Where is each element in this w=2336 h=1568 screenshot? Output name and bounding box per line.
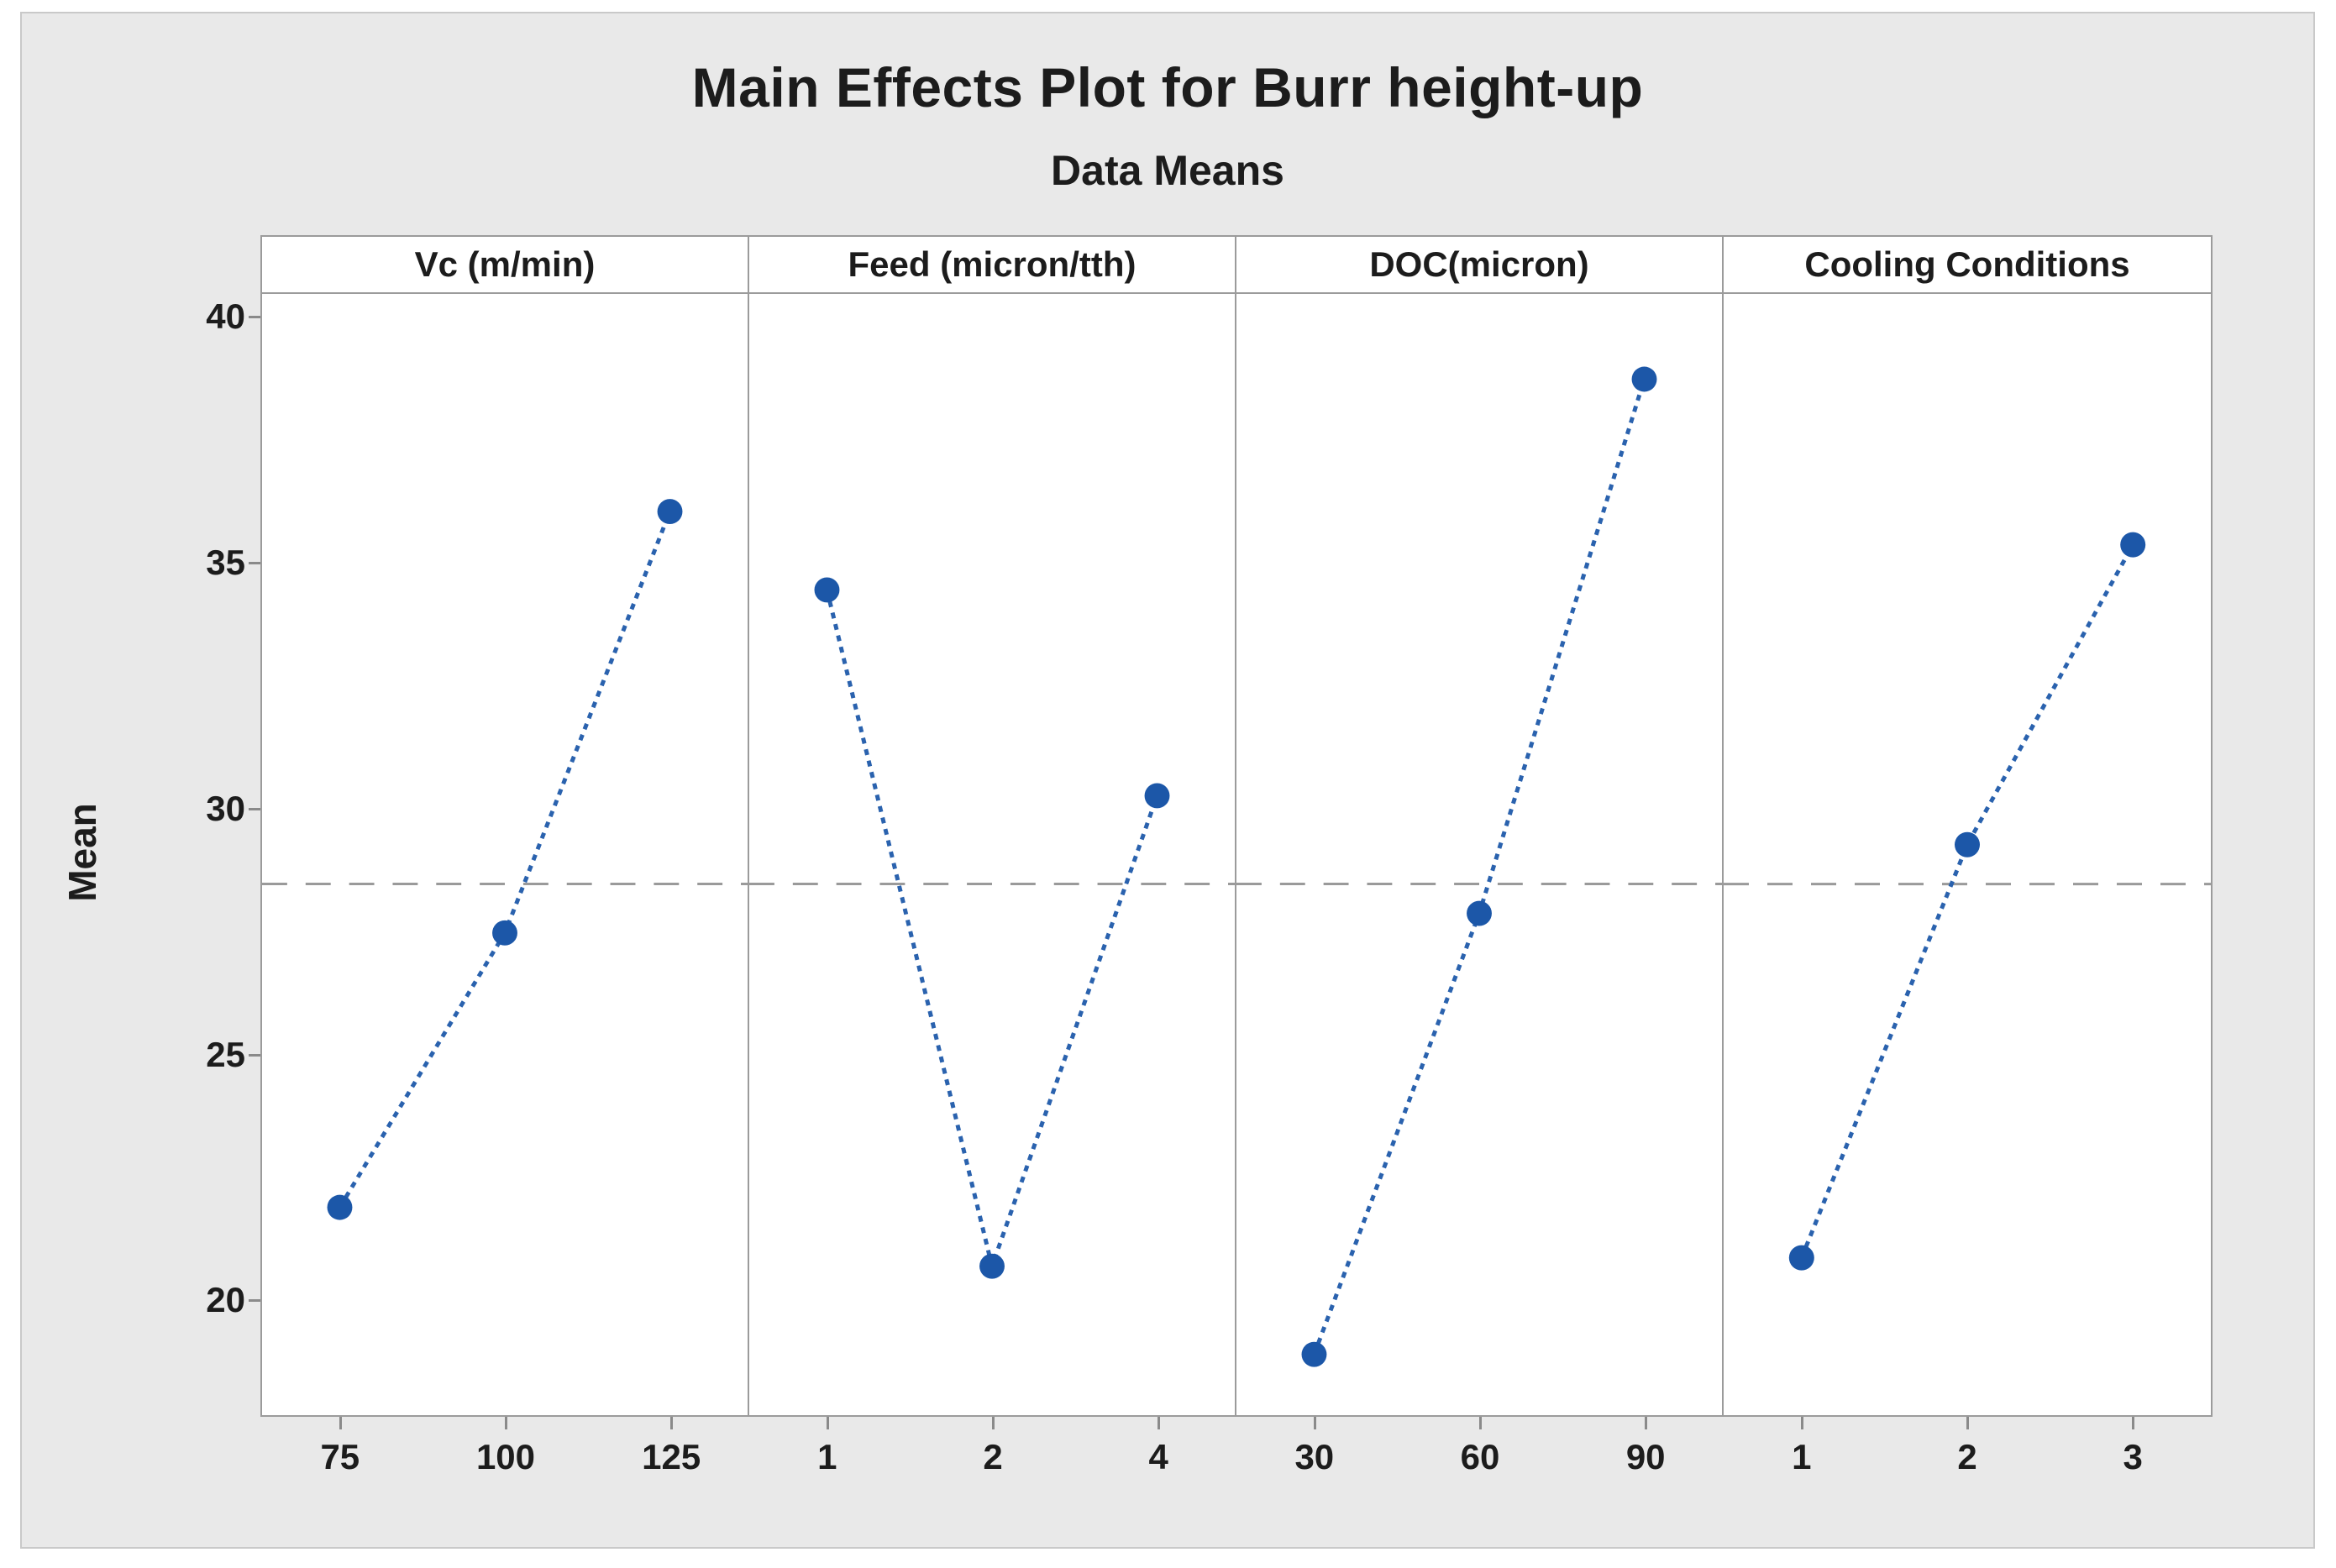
factor-panel: Feed (micron/tth) 1 2 4 xyxy=(749,237,1236,1476)
data-point-marker xyxy=(657,499,683,524)
factor-panel: Cooling Conditions 1 2 3 xyxy=(1724,237,2211,1476)
data-point-marker xyxy=(2120,532,2146,558)
panel-plot-area xyxy=(1236,294,1722,1415)
data-point-marker xyxy=(814,577,840,603)
x-tick-label: 2 xyxy=(983,1437,1003,1476)
y-tick-label: 40 xyxy=(206,296,245,337)
series-line xyxy=(1799,543,2135,1259)
y-tick-label: 35 xyxy=(206,543,245,583)
x-tick-mark xyxy=(1645,1417,1648,1429)
data-point-marker xyxy=(1788,1245,1814,1271)
panels-container: Vc (m/min) 75 100 125 Feed (micron/tth) 1 2 4 DO… xyxy=(260,235,2213,1476)
x-tick-mark xyxy=(826,1417,829,1429)
x-tick-label: 2 xyxy=(1957,1437,1977,1476)
chart-subtitle: Data Means xyxy=(1051,147,1284,194)
y-tick-mark xyxy=(249,1299,260,1303)
data-point-marker xyxy=(1631,366,1657,392)
x-tick-mark xyxy=(1966,1417,1969,1429)
x-tick-mark xyxy=(1800,1417,1803,1429)
x-tick-label: 90 xyxy=(1625,1437,1666,1476)
series-line xyxy=(825,589,1159,1274)
x-tick-mark xyxy=(1158,1417,1161,1429)
x-tick-label: 75 xyxy=(320,1437,360,1476)
x-tick-label: 100 xyxy=(475,1437,536,1476)
x-tick-label: 125 xyxy=(642,1437,701,1476)
panel-plot-area xyxy=(749,294,1235,1415)
data-point-marker xyxy=(492,920,517,946)
x-tick-mark xyxy=(505,1417,507,1429)
panel-header: Vc (m/min) xyxy=(262,237,748,294)
data-point-marker xyxy=(327,1194,353,1220)
y-tick-label: 30 xyxy=(206,788,245,828)
data-point-marker xyxy=(1144,783,1170,809)
series-line xyxy=(338,511,672,1209)
data-point-marker xyxy=(979,1253,1005,1279)
x-tick-mark xyxy=(339,1417,342,1429)
x-tick-label: 30 xyxy=(1294,1437,1335,1476)
x-tick-mark xyxy=(1479,1417,1482,1429)
factor-panel: DOC(micron) 30 60 90 xyxy=(1236,237,1724,1476)
panel-plot-area xyxy=(262,294,748,1415)
x-tick-label: 1 xyxy=(1792,1437,1812,1476)
x-tick-label: 60 xyxy=(1460,1437,1500,1476)
x-tick-mark xyxy=(2132,1417,2135,1429)
data-point-marker xyxy=(1301,1341,1327,1367)
panel-header: Feed (micron/tth) xyxy=(749,237,1235,294)
x-tick-mark xyxy=(1313,1417,1316,1429)
y-tick-label: 20 xyxy=(206,1280,245,1320)
y-tick-mark xyxy=(249,562,260,565)
factor-panel: Vc (m/min) 75 100 125 xyxy=(262,237,749,1476)
y-axis-title: Mean xyxy=(60,803,104,902)
x-tick-mark xyxy=(992,1417,995,1429)
y-tick-mark xyxy=(249,316,260,319)
x-tick-label: 3 xyxy=(2123,1437,2143,1476)
x-tick-label: 4 xyxy=(1148,1437,1168,1476)
data-point-marker xyxy=(1955,831,1980,857)
panel-header: Cooling Conditions xyxy=(1724,237,2211,294)
series-line xyxy=(1312,378,1646,1356)
y-tick-mark xyxy=(249,807,260,810)
panel-header: DOC(micron) xyxy=(1236,237,1722,294)
data-point-marker xyxy=(1467,900,1492,926)
panel-plot-area xyxy=(1724,294,2211,1415)
y-tick-label: 25 xyxy=(206,1034,245,1074)
x-tick-label: 1 xyxy=(817,1437,837,1476)
chart-title: Main Effects Plot for Burr height-up xyxy=(691,56,1644,118)
x-tick-mark xyxy=(670,1417,674,1429)
y-tick-mark xyxy=(249,1053,260,1057)
chart-frame: Main Effects Plot for Burr height-up Dat… xyxy=(20,12,2315,1549)
